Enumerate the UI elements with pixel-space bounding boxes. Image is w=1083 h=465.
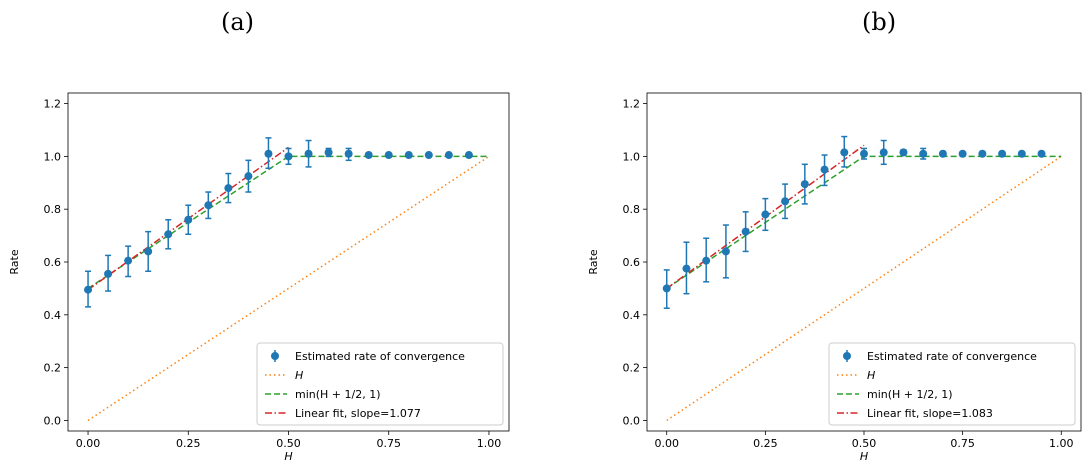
y-axis-title: Rate — [587, 249, 600, 274]
data-point — [324, 148, 333, 157]
y-tick-label: 0.8 — [44, 203, 62, 216]
data-point — [741, 227, 750, 236]
legend-box — [828, 342, 1076, 426]
data-point — [464, 151, 473, 160]
y-tick-label: 0.0 — [623, 414, 641, 427]
data-point — [304, 149, 313, 158]
legend-label: Linear fit, slope=1.077 — [295, 407, 421, 420]
x-tick-label: 0.00 — [654, 437, 679, 450]
data-point — [384, 151, 393, 160]
x-tick-label: 0.25 — [753, 437, 778, 450]
data-point — [919, 149, 928, 158]
legend-marker — [271, 352, 279, 360]
data-point — [344, 149, 353, 158]
data-point — [899, 148, 908, 157]
data-point — [264, 149, 273, 158]
data-point — [820, 165, 829, 174]
data-point — [424, 151, 433, 160]
min-line — [87, 155, 489, 290]
data-point — [164, 230, 173, 239]
x-tick-label: 1.00 — [477, 437, 502, 450]
legend-marker — [843, 352, 851, 360]
data-point — [781, 197, 790, 206]
y-tick-label: 1.2 — [44, 98, 62, 111]
data-point — [204, 201, 213, 210]
x-tick-label: 0.75 — [950, 437, 975, 450]
x-tick-label: 0.75 — [376, 437, 401, 450]
data-point — [702, 256, 711, 265]
y-tick-label: 0.4 — [623, 309, 641, 322]
data-point — [184, 215, 193, 224]
x-tick-label: 1.00 — [1049, 437, 1074, 450]
y-tick-label: 0.6 — [623, 256, 641, 269]
data-point — [978, 149, 987, 158]
data-point — [682, 264, 691, 273]
legend-label: H — [295, 369, 303, 382]
x-tick-label: 0.50 — [852, 437, 877, 450]
legend-label: Estimated rate of convergence — [867, 350, 1037, 363]
data-point — [958, 149, 967, 158]
y-tick-label: 0.6 — [44, 256, 62, 269]
data-point — [1017, 149, 1026, 158]
x-tick-label: 0.25 — [176, 437, 201, 450]
data-point — [124, 256, 133, 265]
y-tick-label: 1.2 — [623, 98, 641, 111]
panel-a-label: (a) — [221, 8, 255, 36]
data-point — [761, 210, 770, 219]
y-tick-label: 0.0 — [44, 414, 62, 427]
data-point — [998, 149, 1007, 158]
data-point — [244, 172, 253, 181]
data-point — [1037, 149, 1046, 158]
x-tick-label: 0.00 — [76, 437, 101, 450]
y-tick-label: 1.0 — [623, 150, 641, 163]
y-tick-label: 0.2 — [623, 362, 641, 375]
data-point — [879, 148, 888, 157]
data-point — [364, 151, 373, 160]
data-point — [144, 247, 153, 256]
y-tick-label: 0.2 — [44, 362, 62, 375]
legend-label: Estimated rate of convergence — [295, 350, 465, 363]
x-axis-title: H — [284, 450, 292, 463]
y-tick-label: 1.0 — [44, 150, 62, 163]
x-axis-title: H — [860, 450, 868, 463]
y-tick-label: 0.8 — [623, 203, 641, 216]
chart-panel-b: 0.00 0.25 0.50 0.75 1.00 0.0 0.2 0.4 0.6 0.8 1.0 1.… — [587, 92, 1082, 463]
data-point — [104, 269, 113, 278]
data-point — [840, 148, 849, 157]
data-point — [860, 149, 868, 158]
data-point — [224, 184, 233, 193]
data-point — [721, 247, 730, 256]
legend-label: min(H + 1/2, 1) — [295, 388, 381, 401]
legend-label: Linear fit, slope=1.083 — [867, 407, 993, 420]
panel-b-label: (b) — [862, 8, 897, 36]
x-tick-label: 0.50 — [276, 437, 301, 450]
data-point — [84, 285, 93, 294]
legend-label: H — [867, 369, 875, 382]
legend-label: min(H + 1/2, 1) — [867, 388, 953, 401]
data-point — [284, 152, 293, 161]
y-tick-label: 0.4 — [44, 309, 62, 322]
legend-box — [256, 342, 504, 426]
data-point — [938, 149, 947, 158]
chart-panel-a: 0.00 0.25 0.50 0.75 1.00 0.0 0.2 0.4 0.6 0.8 1.0 1.… — [8, 92, 510, 463]
data-point — [800, 180, 809, 189]
data-point — [662, 284, 671, 293]
data-point — [444, 151, 453, 160]
y-axis-title: Rate — [8, 249, 21, 274]
data-point — [404, 151, 413, 160]
